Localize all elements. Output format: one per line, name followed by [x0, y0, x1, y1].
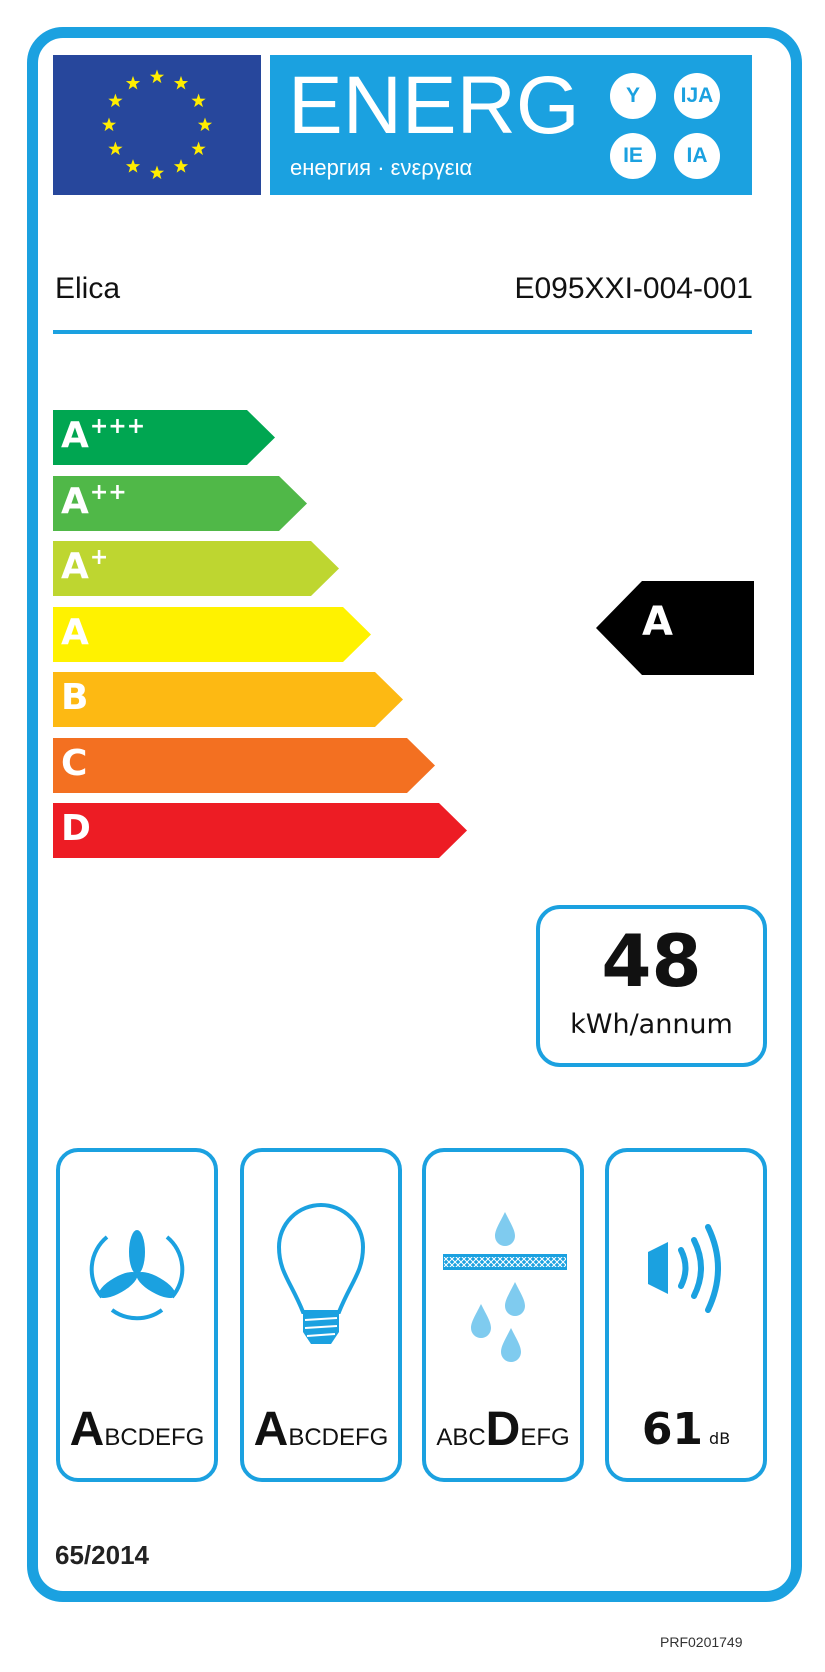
- star-icon: [191, 141, 206, 156]
- energy-class-plus: ++: [89, 479, 127, 505]
- energy-class-plus: +++: [89, 414, 146, 439]
- light-bulb-icon: [276, 1203, 366, 1344]
- divider: [53, 330, 752, 334]
- consumption-box: 48 kWh/annum: [536, 905, 767, 1067]
- star-icon: [149, 69, 165, 84]
- noise-box: 61 dB: [605, 1148, 767, 1482]
- model-identifier: E095XXI-004-001: [514, 272, 753, 305]
- energy-class-letter: A: [61, 611, 89, 653]
- eu-stars-icon: [101, 69, 213, 180]
- energy-class-letter: C: [61, 742, 88, 784]
- lighting-efficiency-box: ABCDEFG: [240, 1148, 402, 1482]
- star-icon: [108, 141, 123, 156]
- star-icon: [125, 159, 141, 173]
- noise-level: 61 dB: [609, 1404, 763, 1455]
- efficiency-scale: ABCDEFG: [253, 1403, 389, 1456]
- grease-filtering-box: ABCDEFG: [422, 1148, 584, 1482]
- star-icon: [101, 117, 117, 132]
- energy-class-label: A ++: [61, 480, 127, 524]
- energy-class-letter: A: [61, 546, 89, 587]
- suffix-badge: Y: [610, 73, 656, 119]
- energy-subtitle: енергия · ενεργεια: [290, 155, 473, 180]
- noise-value: 61: [641, 1404, 704, 1455]
- energy-word: ENERG: [288, 60, 580, 151]
- efficiency-scale: ABCDEFG: [69, 1403, 205, 1456]
- fluid-dynamic-efficiency-box: ABCDEFG: [56, 1148, 218, 1482]
- energy-class-letter: A: [61, 415, 89, 456]
- supplier-name: Elica: [55, 272, 121, 305]
- energy-class-label: A +++: [61, 414, 145, 458]
- star-icon: [173, 75, 189, 90]
- star-icon: [125, 75, 141, 90]
- footer-code: PRF0201749: [660, 1634, 743, 1650]
- energy-class-label: B: [61, 676, 88, 720]
- selected-class: A: [69, 1403, 105, 1456]
- energy-class-plus: +: [89, 545, 109, 570]
- selected-class: A: [253, 1403, 289, 1456]
- suffix-badge: IE: [610, 133, 656, 179]
- energy-class-label: D: [61, 807, 91, 851]
- star-icon: [197, 117, 213, 132]
- energy-class-label: C: [61, 742, 87, 786]
- noise-unit: dB: [709, 1429, 731, 1448]
- rating-arrow: [596, 581, 754, 675]
- energy-class-label: A: [61, 611, 89, 655]
- speaker-icon: [648, 1224, 721, 1313]
- star-icon: [149, 165, 165, 180]
- eu-flag: [53, 55, 261, 195]
- selected-class: D: [485, 1403, 521, 1456]
- regulation-number: 65/2014: [55, 1540, 149, 1570]
- suffix-badge: IA: [674, 133, 720, 179]
- energy-header: ENERG енергия · ενεργεια Y IJA IE IA: [270, 55, 752, 195]
- consumption-value: 48: [601, 919, 702, 1003]
- suffix-badge: IJA: [674, 73, 720, 119]
- efficiency-scale: ABCDEFG: [436, 1403, 570, 1456]
- rating-class: A: [642, 599, 673, 645]
- energy-class-letter: B: [61, 677, 89, 718]
- energy-class-label: A +: [61, 545, 108, 589]
- fan-icon: [89, 1230, 185, 1321]
- star-icon: [108, 93, 123, 108]
- energy-class-letter: D: [61, 808, 91, 849]
- consumption-unit: kWh/annum: [570, 1009, 733, 1040]
- star-icon: [191, 93, 206, 108]
- rating-indicator: A: [596, 581, 754, 679]
- label-frame: [27, 27, 802, 1602]
- star-icon: [173, 159, 189, 173]
- grease-filter-icon: [443, 1212, 567, 1362]
- energy-class-letter: A: [61, 480, 89, 522]
